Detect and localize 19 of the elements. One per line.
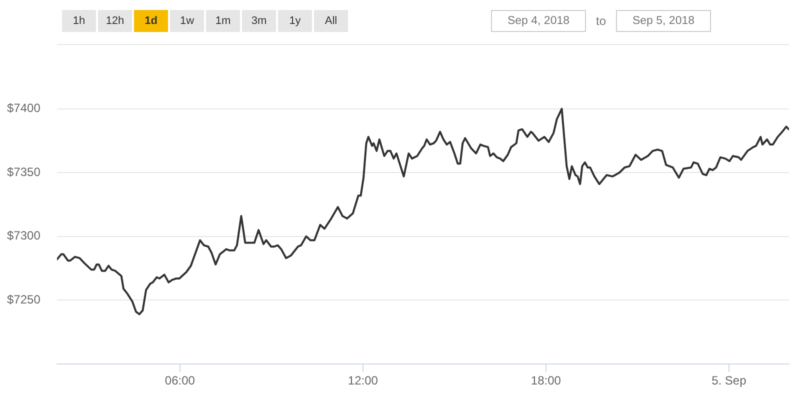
range-button: 1y — [278, 10, 312, 32]
range-button: 1h — [62, 10, 96, 32]
range-button: 1m — [206, 10, 240, 32]
y-tick-label: $7300 — [7, 228, 41, 243]
range-button: 12h — [98, 10, 132, 32]
y-tick-label: $7250 — [7, 292, 41, 307]
x-tick-label: 18:00 — [530, 374, 562, 388]
date-field: Sep 4, 2018 — [491, 10, 586, 32]
x-tick-label: 12:00 — [348, 374, 378, 388]
y-tick-label: $7400 — [7, 101, 41, 116]
date-field: Sep 5, 2018 — [616, 10, 711, 32]
text: to — [594, 13, 607, 30]
range-button: 3m — [242, 10, 276, 32]
range-button: 1w — [170, 10, 204, 32]
x-tick-label: 5. Sep — [712, 374, 747, 388]
range-button: All — [314, 10, 348, 32]
range-button: 1d — [134, 10, 168, 32]
x-tick-label: 06:00 — [164, 374, 196, 388]
y-tick-label: $7350 — [7, 164, 41, 179]
